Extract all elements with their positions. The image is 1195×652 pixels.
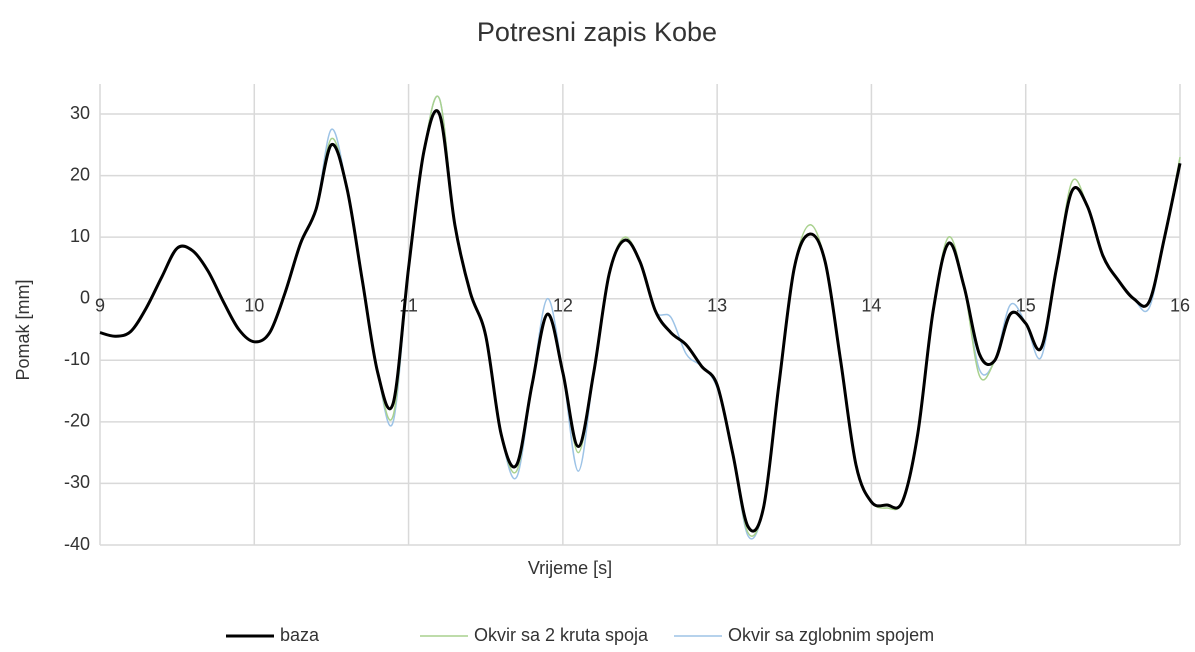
x-tick-label: 13 [707,295,727,315]
x-tick-label: 9 [95,295,105,315]
x-tick-label: 11 [399,295,418,315]
y-tick-label: 30 [70,103,90,123]
y-tick-label: -40 [64,534,90,554]
y-axis-label: Pomak [mm] [13,279,33,380]
series-line [99,109,1182,533]
series-line [99,95,1181,540]
y-tick-label: 0 [80,287,90,307]
legend-label: Okvir sa zglobnim spojem [728,625,934,645]
y-tick-label: -10 [64,349,90,369]
x-tick-label: 10 [244,295,264,315]
y-tick-label: -20 [64,411,90,431]
chart-title: Potresni zapis Kobe [477,17,717,47]
x-tick-label: 12 [553,295,573,315]
x-axis-label: Vrijeme [s] [528,558,612,578]
y-tick-label: 10 [70,226,90,246]
legend-label: Okvir sa 2 kruta spoja [474,625,649,645]
y-tick-label: -30 [64,472,90,492]
x-tick-label: 14 [861,295,881,315]
legend-label: baza [280,625,320,645]
x-tick-label: 15 [1016,295,1036,315]
x-tick-label: 16 [1170,295,1190,315]
y-tick-label: 20 [70,164,90,184]
